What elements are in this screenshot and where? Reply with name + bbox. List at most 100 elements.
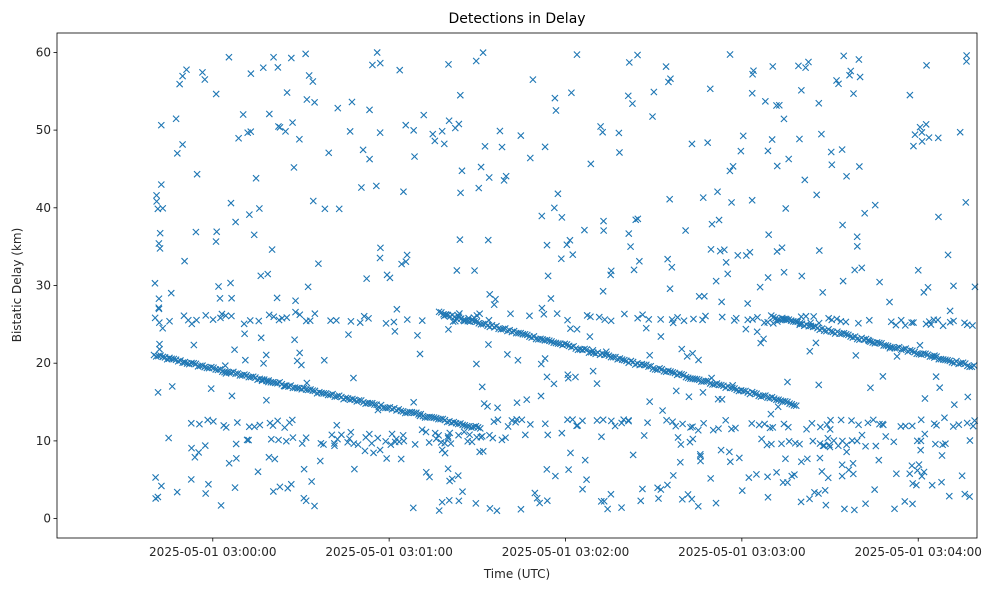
- data-point: [839, 221, 847, 229]
- data-point: [595, 313, 603, 321]
- data-point: [699, 194, 707, 202]
- data-point: [815, 247, 823, 255]
- data-point: [879, 372, 887, 380]
- data-point: [696, 452, 704, 460]
- data-point: [842, 318, 850, 326]
- data-point: [159, 324, 167, 332]
- data-point: [418, 426, 426, 434]
- data-point: [724, 270, 732, 278]
- data-point: [696, 450, 704, 458]
- data-point: [439, 415, 447, 423]
- data-point: [683, 352, 691, 360]
- data-point: [225, 459, 233, 467]
- data-point: [634, 51, 642, 59]
- data-point: [919, 350, 927, 358]
- data-point: [748, 419, 756, 427]
- data-point: [817, 130, 825, 138]
- data-point: [455, 431, 463, 439]
- data-point: [804, 58, 812, 66]
- data-point: [563, 416, 571, 424]
- data-point: [826, 443, 834, 451]
- data-point: [871, 201, 879, 209]
- data-point: [536, 499, 544, 507]
- data-point: [807, 319, 815, 327]
- data-point: [680, 317, 688, 325]
- data-point: [712, 499, 720, 507]
- data-point: [437, 438, 445, 446]
- data-point: [409, 504, 417, 512]
- data-point: [425, 438, 433, 446]
- data-point: [735, 454, 743, 462]
- data-point: [944, 251, 952, 259]
- data-point: [659, 407, 667, 415]
- data-point: [597, 433, 605, 441]
- data-point: [300, 494, 308, 502]
- data-point: [599, 287, 607, 295]
- data-point: [451, 317, 459, 325]
- data-point: [464, 437, 472, 445]
- data-point: [909, 319, 917, 327]
- data-point: [243, 436, 251, 444]
- data-point: [625, 417, 633, 425]
- data-point: [909, 480, 917, 487]
- data-point: [924, 283, 932, 291]
- x-axis-label: Time (UTC): [483, 567, 550, 581]
- data-point: [347, 317, 355, 325]
- data-point: [491, 295, 499, 303]
- data-point: [566, 449, 574, 457]
- data-point: [625, 230, 633, 238]
- data-point: [607, 490, 615, 498]
- data-point: [855, 163, 863, 171]
- data-point: [540, 310, 548, 318]
- data-point: [840, 52, 848, 60]
- data-point: [921, 430, 929, 438]
- data-point: [961, 490, 969, 498]
- data-point: [632, 216, 640, 224]
- data-point: [181, 257, 189, 265]
- data-point: [950, 282, 957, 290]
- data-point: [931, 440, 939, 448]
- data-point: [376, 254, 384, 262]
- data-point: [289, 434, 297, 442]
- data-point: [781, 455, 789, 463]
- data-point: [413, 331, 421, 339]
- data-point: [969, 422, 977, 430]
- data-point: [845, 466, 853, 474]
- data-point: [391, 327, 399, 335]
- data-point: [773, 468, 781, 476]
- data-point: [678, 495, 686, 503]
- data-point: [646, 351, 654, 359]
- data-point: [816, 440, 824, 448]
- data-point: [620, 356, 628, 364]
- data-point: [222, 369, 230, 377]
- data-point: [775, 396, 783, 404]
- data-point: [920, 468, 928, 476]
- data-point: [760, 335, 768, 343]
- data-point: [826, 425, 834, 433]
- data-point: [875, 456, 883, 464]
- data-point: [471, 267, 479, 275]
- data-point: [500, 176, 508, 184]
- data-point: [517, 132, 525, 140]
- data-point: [649, 365, 657, 373]
- data-point: [209, 417, 217, 425]
- data-point: [304, 283, 312, 291]
- data-point: [514, 329, 522, 337]
- data-point: [928, 481, 936, 489]
- data-point: [202, 489, 210, 497]
- data-point: [838, 472, 846, 480]
- data-point: [190, 359, 198, 367]
- data-point: [769, 423, 777, 431]
- data-point: [618, 419, 626, 427]
- data-point: [282, 437, 290, 445]
- data-point: [725, 448, 733, 456]
- data-point: [552, 107, 560, 114]
- data-point: [581, 456, 589, 464]
- data-point: [207, 385, 215, 393]
- data-point: [359, 146, 367, 154]
- data-point: [897, 346, 905, 354]
- data-point: [457, 189, 465, 197]
- data-point: [402, 121, 410, 129]
- data-point: [183, 66, 191, 74]
- data-point: [837, 416, 845, 424]
